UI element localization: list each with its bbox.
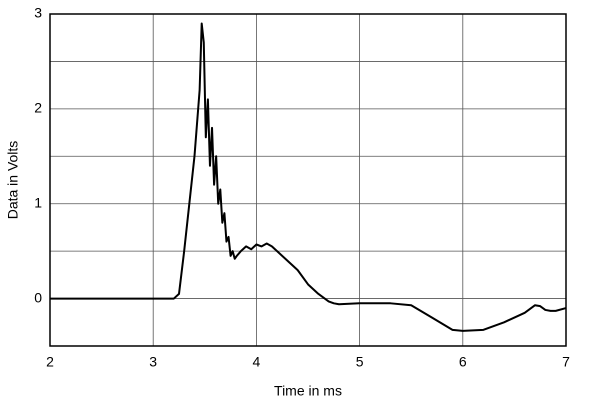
x-tick-label: 3: [149, 354, 157, 370]
x-tick-label: 7: [562, 354, 570, 370]
data-line: [50, 22, 567, 332]
y-tick-label: 3: [34, 5, 42, 21]
x-tick-label: 6: [459, 354, 467, 370]
x-axis-label: Time in ms: [274, 383, 342, 399]
y-tick-label: 1: [34, 194, 42, 210]
y-tick-label: 2: [34, 100, 42, 116]
plot-frame: [49, 13, 567, 347]
x-tick-label: 2: [46, 354, 54, 370]
y-tick-label: 0: [34, 289, 42, 305]
y-axis-label: Data in Volts: [5, 141, 21, 220]
x-tick-label: 4: [253, 354, 261, 370]
x-tick-label: 5: [356, 354, 364, 370]
